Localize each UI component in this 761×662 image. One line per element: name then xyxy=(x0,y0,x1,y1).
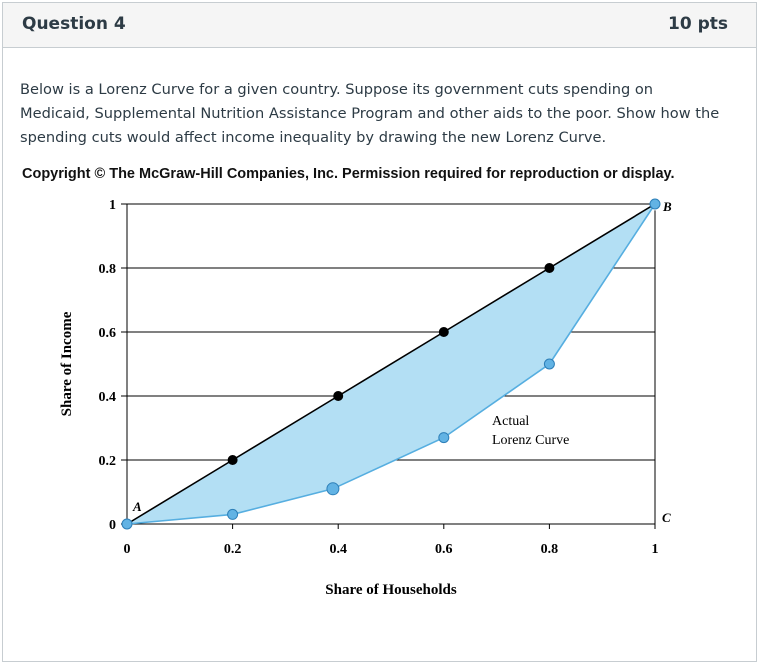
curve-point-4 xyxy=(543,358,555,370)
x-tick-label-1: 0.2 xyxy=(224,542,242,557)
equality-point-1 xyxy=(227,455,238,465)
question-points: 10 pts xyxy=(668,14,728,34)
y-tick-label-0: 0 xyxy=(109,518,116,533)
lines-layer xyxy=(126,203,656,525)
curve-point-1 xyxy=(227,508,239,520)
equality-point-3 xyxy=(438,327,449,337)
curve-point-3 xyxy=(438,432,450,444)
curve-label-line2: Lorenz Curve xyxy=(492,433,569,448)
y-tick-label-5: 1 xyxy=(109,198,116,213)
points-layer xyxy=(121,198,661,530)
equality-point-4 xyxy=(544,263,555,273)
point-c-label: C xyxy=(662,510,671,525)
y-tick-label-4: 0.8 xyxy=(99,262,117,277)
question-title: Question 4 xyxy=(22,14,126,34)
labels-layer: A B C Actual Lorenz Curve Share of House… xyxy=(59,199,672,598)
curve-point-5 xyxy=(649,198,661,210)
y-axis-title: Share of Income xyxy=(59,311,75,416)
x-tick-label-0: 0 xyxy=(124,542,131,557)
point-b-label: B xyxy=(662,199,672,214)
x-axis-title: Share of Households xyxy=(325,582,457,598)
y-tick-label-3: 0.6 xyxy=(99,326,117,341)
equality-point-2 xyxy=(333,391,344,401)
actual-lorenz-curve xyxy=(126,203,656,525)
x-tick-label-2: 0.4 xyxy=(329,542,347,557)
x-tick-label-4: 0.8 xyxy=(541,542,559,557)
curve-label-line1: Actual xyxy=(492,414,529,429)
question-header: Question 4 10 pts xyxy=(3,3,756,48)
curve-point-0 xyxy=(121,518,133,530)
x-tick-label-5: 1 xyxy=(652,542,659,557)
y-tick-label-1: 0.2 xyxy=(99,454,117,469)
curve-point-2 xyxy=(326,482,340,496)
y-tick-label-2: 0.4 xyxy=(99,390,117,405)
equality-line xyxy=(126,203,656,525)
axes-layer: 0 0.2 0.4 0.6 0.8 1 0 0.2 0.4 0.6 0.8 1 xyxy=(99,198,659,557)
copyright-notice: Copyright © The McGraw-Hill Companies, I… xyxy=(22,166,675,182)
x-tick-label-3: 0.6 xyxy=(435,542,453,557)
point-a-label: A xyxy=(132,499,142,514)
question-text: Below is a Lorenz Curve for a given coun… xyxy=(20,81,720,146)
